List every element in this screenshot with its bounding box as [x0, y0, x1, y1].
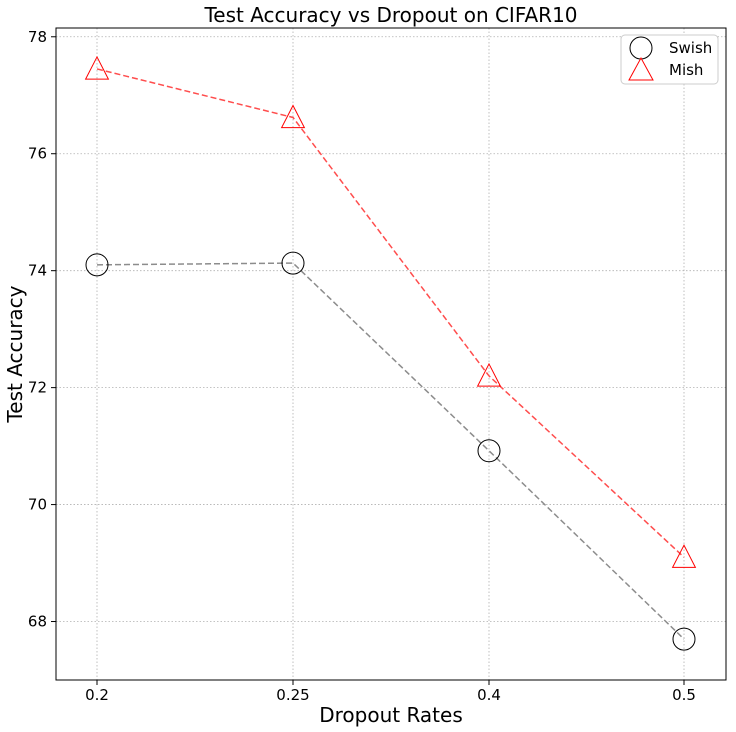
legend: Swish Mish [620, 34, 719, 85]
x-tick-label: 0.25 [276, 686, 309, 704]
x-tick-label: 0.2 [85, 686, 109, 704]
mish-series-line [96, 68, 685, 558]
grid [56, 28, 726, 680]
y-tick-label: 70 [28, 496, 47, 514]
mish-point [671, 544, 697, 568]
swish-series-line [96, 262, 685, 640]
swish-point [477, 439, 501, 463]
legend-mish-label: Mish [669, 61, 703, 79]
mish-point [84, 55, 110, 80]
series-layer [84, 55, 697, 651]
y-tick-label: 76 [28, 145, 47, 163]
x-tick-label: 0.4 [477, 686, 501, 704]
x-axis-label: Dropout Rates [319, 703, 463, 727]
legend-box [620, 34, 719, 85]
chart-title: Test Accuracy vs Dropout on CIFAR10 [203, 3, 577, 27]
mish-point [476, 362, 502, 387]
y-tick-label: 74 [28, 262, 47, 280]
y-tick-label: 68 [28, 613, 47, 631]
x-axis-ticks: 0.2 0.25 0.4 0.5 [85, 680, 696, 704]
y-axis-label: Test Accuracy [3, 285, 27, 423]
y-tick-label: 78 [28, 28, 47, 46]
y-tick-label: 72 [28, 379, 47, 397]
x-tick-label: 0.5 [672, 686, 696, 704]
y-axis-ticks: 68 70 72 74 76 78 [28, 28, 56, 631]
swish-point [85, 253, 109, 277]
mish-point [280, 104, 306, 129]
swish-point [672, 627, 696, 651]
plot-area-frame [55, 27, 727, 681]
legend-swish-label: Swish [669, 39, 712, 57]
swish-point [281, 251, 305, 275]
legend-mish-marker [628, 56, 654, 81]
